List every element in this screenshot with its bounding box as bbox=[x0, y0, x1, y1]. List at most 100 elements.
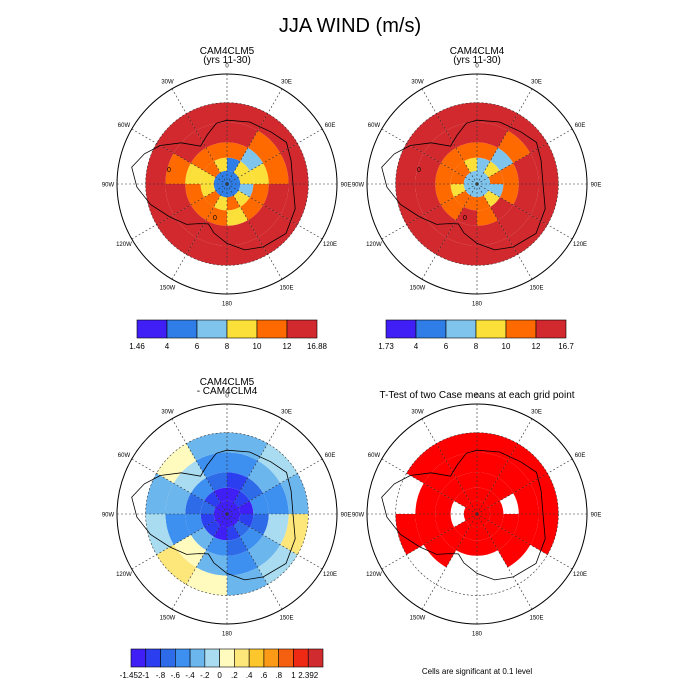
longitude-label: 60W bbox=[118, 453, 131, 459]
data-cell bbox=[497, 204, 531, 238]
data-cell bbox=[227, 157, 241, 173]
data-cell bbox=[513, 153, 539, 184]
colorbar-tick-label: 8 bbox=[474, 342, 479, 351]
parallel-line bbox=[145, 102, 309, 266]
map-panel-2: CAM4CLM4(yrs 11-30)030E60E90E120E150E180… bbox=[352, 46, 602, 351]
colorbar-box bbox=[415, 319, 447, 339]
data-cell bbox=[240, 527, 264, 551]
colorbar-box bbox=[505, 319, 537, 339]
data-cell bbox=[406, 214, 447, 255]
data-cell bbox=[477, 536, 498, 556]
longitude-label: 60E bbox=[575, 123, 586, 129]
data-cell bbox=[227, 206, 248, 226]
data-cell bbox=[477, 142, 498, 162]
colorbar-tick-label: -.2 bbox=[200, 671, 210, 680]
map-panel-3: CAM4CLM5- CAM4CLM4030E60E90E120E150E1801… bbox=[102, 377, 352, 680]
map-panel-1: CAM4CLM5(yrs 11-30)030E60E90E120E150E180… bbox=[102, 46, 352, 351]
data-cell bbox=[483, 491, 500, 508]
coastline bbox=[381, 449, 546, 581]
data-cell bbox=[423, 204, 457, 238]
data-cell bbox=[454, 190, 471, 207]
map-panel-4: T-Test of two Case means at each grid po… bbox=[352, 390, 602, 676]
data-cell bbox=[227, 472, 248, 492]
data-cell bbox=[233, 491, 250, 508]
data-cell bbox=[233, 161, 250, 178]
data-cell bbox=[463, 487, 477, 503]
data-cell bbox=[423, 534, 457, 568]
data-cell bbox=[227, 567, 268, 596]
data-cell bbox=[204, 491, 221, 508]
data-cell bbox=[513, 514, 539, 545]
longitude-label: 60W bbox=[118, 123, 131, 129]
colorbar-tick-label: 1 bbox=[291, 671, 296, 680]
longitude-labels: 0 30E 60E 90E 120E 150E 180 150W 120W 90W 60W 30W bbox=[352, 394, 602, 638]
data-cell bbox=[415, 153, 441, 184]
data-cell bbox=[233, 190, 250, 207]
data-cell bbox=[185, 514, 205, 535]
colorbar-tick-label: 2.392 bbox=[298, 671, 319, 680]
data-cell bbox=[249, 493, 269, 514]
colorbar-tick-label: 1.46 bbox=[129, 342, 145, 351]
longitude-label: 30W bbox=[411, 79, 424, 85]
panel-title: CAM4CLM5(yrs 11-30) bbox=[200, 46, 255, 66]
data-cell bbox=[499, 514, 519, 535]
longitude-label: 150W bbox=[160, 286, 176, 292]
data-cell bbox=[185, 493, 205, 514]
data-cell bbox=[185, 184, 205, 205]
data-cell bbox=[436, 432, 477, 461]
longitude-label: 180 bbox=[472, 302, 483, 308]
data-cell bbox=[477, 122, 508, 148]
data-cell bbox=[200, 500, 216, 514]
longitude-label: 60E bbox=[325, 453, 336, 459]
longitude-label: 150W bbox=[410, 616, 426, 622]
data-cell bbox=[247, 204, 281, 238]
colorbar-box bbox=[307, 648, 324, 668]
data-cell bbox=[249, 163, 269, 184]
data-cell bbox=[499, 184, 519, 205]
data-cell bbox=[173, 534, 207, 568]
colorbar-box bbox=[278, 648, 294, 668]
data-cell bbox=[156, 113, 197, 154]
colorbar-box bbox=[535, 319, 567, 339]
colorbar-tick-label: 12 bbox=[283, 342, 292, 351]
colorbar: 1.46 4 6 8 10 12 16.88 bbox=[129, 319, 328, 351]
longitude-label: 90E bbox=[591, 513, 602, 519]
longitude-label: 150E bbox=[279, 286, 293, 292]
data-cell bbox=[395, 143, 424, 184]
data-cell bbox=[488, 184, 504, 198]
data-cell bbox=[513, 184, 539, 215]
map-grid bbox=[117, 74, 337, 294]
colorbar-tick-label: -1.452 bbox=[120, 671, 143, 680]
data-cell bbox=[406, 443, 447, 484]
longitude-label: 60E bbox=[325, 123, 336, 129]
longitude-label: 120W bbox=[366, 242, 382, 248]
data-cell bbox=[227, 142, 248, 162]
colorbar-box bbox=[256, 319, 288, 339]
colorbar-tick-label: 6 bbox=[444, 342, 449, 351]
data-cell bbox=[213, 525, 227, 541]
data-cell bbox=[200, 184, 216, 198]
data-cell bbox=[450, 170, 466, 184]
longitude-label: 150E bbox=[529, 286, 543, 292]
data-cell bbox=[227, 550, 258, 576]
longitude-label: 120W bbox=[116, 572, 132, 578]
data-cell bbox=[456, 536, 477, 556]
map-boundary bbox=[116, 73, 338, 295]
parallel-line bbox=[395, 432, 559, 596]
colorbar-box bbox=[263, 648, 279, 668]
data-cell bbox=[435, 514, 455, 535]
data-cell bbox=[190, 477, 214, 501]
coastline bbox=[131, 119, 296, 251]
longitude-label: 30E bbox=[281, 79, 292, 85]
data-cell bbox=[206, 206, 227, 226]
longitude-label: 150W bbox=[410, 286, 426, 292]
data-cell bbox=[513, 483, 539, 514]
contour-label: 0 bbox=[213, 215, 217, 222]
longitude-label: 120W bbox=[366, 572, 382, 578]
longitude-label: 180 bbox=[472, 632, 483, 638]
data-cell bbox=[190, 197, 214, 221]
data-cell bbox=[213, 195, 227, 211]
data-cell bbox=[233, 520, 250, 537]
data-cell bbox=[186, 102, 227, 131]
map-grid bbox=[367, 404, 587, 624]
